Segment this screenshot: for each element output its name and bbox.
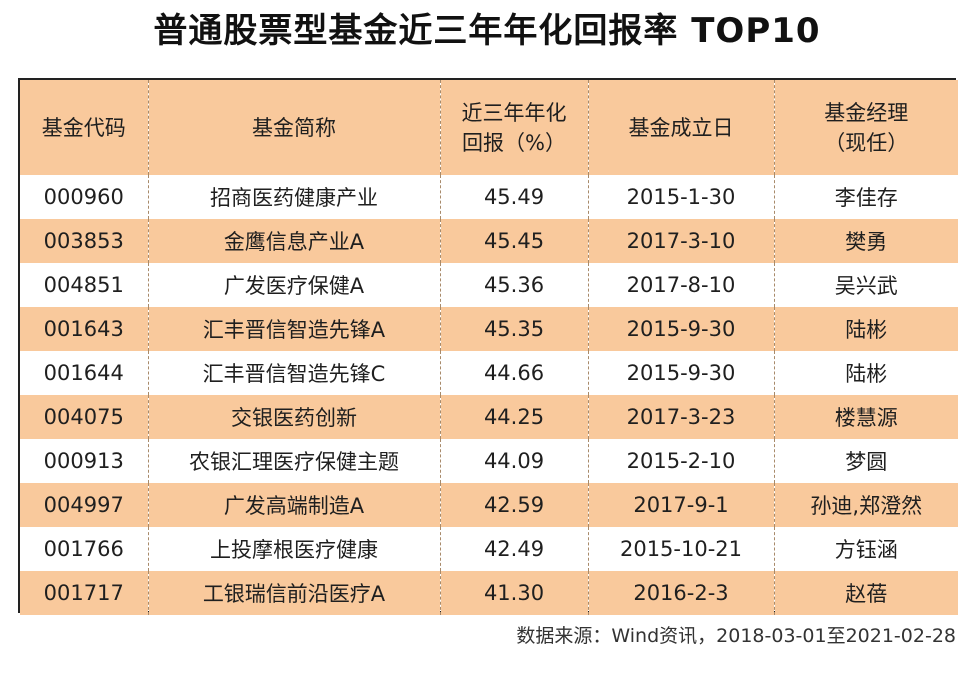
cell-inception-date: 2017-8-10 [587,263,774,307]
cell-fund-code: 004851 [43,273,124,297]
page-title: 普通股票型基金近三年年化回报率 TOP10 [153,11,821,51]
cell-fund-code: 001644 [43,361,124,385]
column-header-annualized-return: 近三年年化 回报（%） [439,80,588,175]
cell-annualized-return: 44.25 [439,395,588,439]
cell-annualized-return: 45.45 [439,219,588,263]
cell-annualized-return: 44.66 [439,351,588,395]
column-header-label: 基金代码 [41,115,126,140]
table-row: 001643 汇丰晋信智造先锋A 45.35 2015-9-30 陆彬 [20,307,958,351]
table-row: 001717 工银瑞信前沿医疗A 41.30 2016-2-3 赵蓓 [20,571,958,615]
cell-inception-date: 2017-3-10 [587,219,774,263]
cell-fund-manager: 陆彬 [773,351,958,395]
table-row: 003853 金鹰信息产业A 45.45 2017-3-10 樊勇 [20,219,958,263]
column-header-label: 基金经理 [824,100,909,125]
column-header-fund-code: 基金代码 [20,80,148,175]
cell-fund-code: 003853 [43,229,124,253]
cell-fund-code: 004075 [43,405,124,429]
cell-fund-name: 金鹰信息产业A [147,219,440,263]
table-row: 001644 汇丰晋信智造先锋C 44.66 2015-9-30 陆彬 [20,351,958,395]
cell-fund-name: 汇丰晋信智造先锋A [147,307,440,351]
cell-inception-date: 2017-3-23 [587,395,774,439]
table-row: 000960 招商医药健康产业 45.49 2015-1-30 李佳存 [20,175,958,219]
cell-inception-date: 2017-9-1 [587,483,774,527]
cell-fund-manager: 樊勇 [773,219,958,263]
cell-annualized-return: 45.36 [439,263,588,307]
cell-fund-code: 001643 [43,317,124,341]
table-row: 001766 上投摩根医疗健康 42.49 2015-10-21 方钰涵 [20,527,958,571]
table-header-row: 基金代码 基金简称 近三年年化 回报（%） 基金成立日 基金经理 （现任） [20,80,958,175]
fund-ranking-table: 基金代码 基金简称 近三年年化 回报（%） 基金成立日 基金经理 （现任） 00… [20,80,958,615]
column-header-inception-date: 基金成立日 [587,80,774,175]
table-row: 004851 广发医疗保健A 45.36 2017-8-10 吴兴武 [20,263,958,307]
cell-fund-manager: 孙迪,郑澄然 [773,483,958,527]
table-row: 004075 交银医药创新 44.25 2017-3-23 楼慧源 [20,395,958,439]
cell-annualized-return: 45.35 [439,307,588,351]
cell-fund-name: 招商医药健康产业 [147,175,440,219]
cell-fund-manager: 梦圆 [773,439,958,483]
fund-ranking-table-container: 基金代码 基金简称 近三年年化 回报（%） 基金成立日 基金经理 （现任） 00… [18,78,958,615]
column-header-label: 基金成立日 [628,115,734,140]
cell-inception-date: 2015-9-30 [587,351,774,395]
cell-inception-date: 2015-10-21 [587,527,774,571]
cell-fund-name: 交银医药创新 [147,395,440,439]
cell-fund-manager: 陆彬 [773,307,958,351]
cell-fund-code: 004997 [43,493,124,517]
table-row: 000913 农银汇理医疗保健主题 44.09 2015-2-10 梦圆 [20,439,958,483]
data-source-note: 数据来源：Wind资讯，2018-03-01至2021-02-28 [516,625,956,647]
cell-fund-name: 工银瑞信前沿医疗A [147,571,440,615]
column-header-label-line2: 回报（%） [462,130,566,155]
cell-fund-code: 001717 [43,581,124,605]
cell-inception-date: 2016-2-3 [587,571,774,615]
cell-fund-manager: 李佳存 [773,175,958,219]
cell-fund-code: 001766 [43,537,124,561]
cell-fund-name: 汇丰晋信智造先锋C [147,351,440,395]
cell-annualized-return: 44.09 [439,439,588,483]
column-header-fund-manager: 基金经理 （现任） [773,80,958,175]
column-header-label: 近三年年化 [461,100,567,125]
cell-fund-code: 000960 [43,185,124,209]
cell-annualized-return: 41.30 [439,571,588,615]
table-row: 004997 广发高端制造A 42.59 2017-9-1 孙迪,郑澄然 [20,483,958,527]
cell-fund-name: 广发高端制造A [147,483,440,527]
cell-fund-manager: 吴兴武 [773,263,958,307]
table-body: 000960 招商医药健康产业 45.49 2015-1-30 李佳存 003853 金鹰信… [20,175,958,615]
cell-inception-date: 2015-2-10 [587,439,774,483]
cell-fund-manager: 楼慧源 [773,395,958,439]
column-header-fund-name: 基金简称 [147,80,440,175]
cell-fund-code: 000913 [43,449,124,473]
column-header-label: 基金简称 [252,115,336,140]
column-header-label-line2: （现任） [824,130,909,155]
cell-annualized-return: 42.59 [439,483,588,527]
cell-fund-manager: 赵蓓 [773,571,958,615]
cell-fund-name: 农银汇理医疗保健主题 [147,439,440,483]
cell-annualized-return: 42.49 [439,527,588,571]
cell-annualized-return: 45.49 [439,175,588,219]
cell-inception-date: 2015-1-30 [587,175,774,219]
cell-fund-name: 广发医疗保健A [147,263,440,307]
cell-inception-date: 2015-9-30 [587,307,774,351]
cell-fund-manager: 方钰涵 [773,527,958,571]
cell-fund-name: 上投摩根医疗健康 [147,527,440,571]
